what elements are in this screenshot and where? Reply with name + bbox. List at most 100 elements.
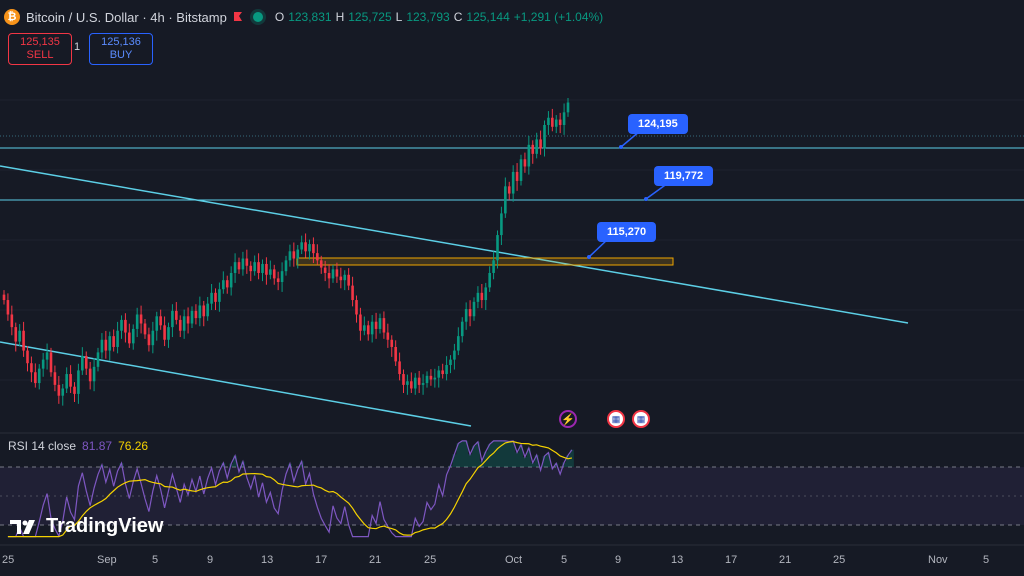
sell-button[interactable]: 125,135 SELL	[8, 33, 72, 65]
ohlc-high-value: 125,725	[348, 10, 392, 24]
candle-body	[104, 339, 108, 351]
x-axis-label: 5	[152, 554, 159, 566]
candle-body	[355, 300, 358, 315]
candle-body	[390, 339, 394, 347]
brand-text: TradingView	[46, 515, 164, 537]
lightning-icon[interactable]: ⚡	[559, 410, 577, 428]
candle-body	[131, 328, 135, 344]
ohlc-low-value: 123,793	[406, 10, 450, 24]
callout-pointer-c	[588, 238, 609, 258]
candle-body	[96, 352, 100, 367]
candle-body	[26, 350, 29, 364]
candle-body	[296, 249, 300, 259]
candle-body	[280, 271, 284, 282]
candle-body	[143, 323, 147, 335]
candle-body	[429, 375, 433, 380]
candle-body	[410, 381, 413, 389]
candle-body	[198, 305, 202, 319]
candle-body	[312, 244, 315, 254]
candle-body	[480, 292, 484, 301]
x-axis-label: 13	[261, 554, 274, 566]
candle-body	[468, 309, 472, 317]
candle-body	[394, 346, 397, 362]
candle-body	[88, 368, 92, 382]
candle-body	[370, 321, 374, 335]
candle-body	[378, 318, 382, 329]
candle-body	[147, 334, 151, 346]
candle-body	[366, 325, 370, 335]
candle-body	[539, 139, 542, 149]
candle-body	[523, 159, 527, 167]
bitcoin-icon: ₿	[4, 9, 20, 25]
candle-body	[41, 359, 45, 369]
sell-price: 125,135	[20, 36, 60, 48]
candle-body	[186, 316, 190, 324]
candle-body	[18, 330, 21, 342]
candle-body	[45, 352, 49, 360]
candle-body	[210, 292, 213, 304]
candle-body	[437, 370, 441, 378]
candle-body	[139, 314, 143, 324]
candle-body	[327, 272, 331, 279]
x-axis-label: 17	[315, 554, 328, 566]
support-zone-box	[296, 257, 674, 266]
candle-body	[245, 258, 249, 266]
candle-body	[269, 269, 272, 275]
candle-body	[218, 289, 221, 302]
buy-button[interactable]: 125,136 BUY	[89, 33, 153, 65]
us-flag-event-icon[interactable]: ▦	[607, 410, 625, 428]
candle-body	[61, 388, 65, 396]
candle-body	[253, 262, 256, 272]
candle-body	[116, 330, 119, 347]
tradingview-icon	[10, 519, 35, 534]
x-axis-label: Oct	[505, 554, 523, 566]
us-flag-event-icon-2[interactable]: ▦	[632, 410, 650, 428]
candle-body	[53, 372, 57, 385]
candle-body	[206, 303, 209, 317]
price-callout-124195[interactable]: 124,195	[628, 114, 688, 134]
candle-body	[49, 352, 53, 373]
flag-icon[interactable]	[233, 12, 243, 22]
symbol-title[interactable]: Bitcoin / U.S. Dollar · 4h · Bitstamp	[26, 9, 227, 25]
tradingview-logo[interactable]: TradingView	[10, 515, 163, 538]
candle-body	[284, 260, 288, 272]
sell-label: SELL	[26, 49, 54, 61]
rsi-legend[interactable]: RSI 14 close 81.87 76.26	[8, 439, 148, 453]
candle-body	[265, 263, 268, 275]
candle-body	[562, 112, 566, 125]
x-axis-label: Nov	[928, 554, 948, 566]
candle-body	[276, 278, 280, 282]
candle-body	[402, 374, 405, 385]
candle-body	[84, 356, 88, 369]
candle-body	[316, 253, 319, 261]
rsi-line	[7, 440, 573, 538]
candle-body	[347, 274, 350, 286]
price-callout-119772[interactable]: 119,772	[654, 166, 714, 186]
candle-body	[2, 294, 6, 301]
candle-body	[151, 330, 155, 346]
candle-body	[449, 359, 452, 366]
rsi-value: 81.87	[82, 439, 113, 453]
candle-body	[464, 309, 468, 322]
x-axis-label: Sep	[97, 554, 117, 566]
candle-body	[433, 377, 437, 380]
candle-body	[554, 119, 558, 127]
candle-body	[398, 361, 401, 375]
candle-body	[492, 260, 495, 273]
price-callout-115270[interactable]: 115,270	[597, 222, 657, 242]
candle-body	[441, 370, 444, 375]
candle-body	[135, 314, 139, 329]
candle-body	[190, 310, 194, 324]
candle-body	[343, 274, 347, 281]
order-quantity[interactable]: 1	[74, 41, 81, 53]
candle-body	[417, 377, 421, 385]
candle-body	[547, 117, 550, 125]
symbol-header[interactable]: ₿ Bitcoin / U.S. Dollar · 4h · Bitstamp …	[4, 6, 603, 28]
x-axis-label: 5	[561, 554, 568, 566]
candle-body	[81, 356, 84, 371]
candle-body	[453, 350, 456, 360]
candle-body	[500, 213, 503, 236]
candle-body	[124, 319, 127, 333]
candle-body	[100, 339, 104, 353]
